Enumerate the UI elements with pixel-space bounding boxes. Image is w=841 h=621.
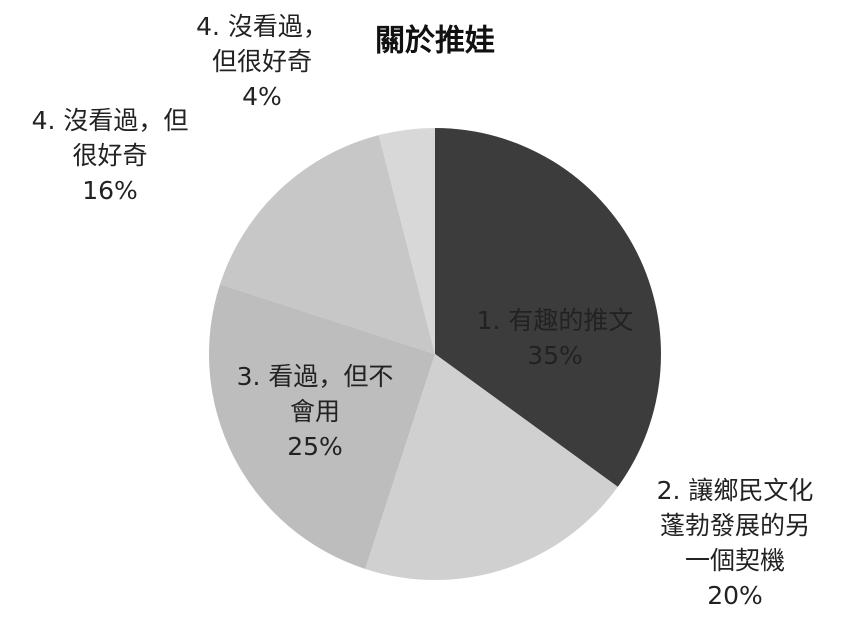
value-label: 4% [242, 82, 282, 111]
value-label: 20% [707, 581, 763, 610]
pie-slice [208, 284, 435, 569]
pie-slice [435, 128, 661, 487]
pie-slice [220, 135, 435, 354]
chart-title: 關於推娃 [375, 24, 495, 59]
pie-slice [378, 128, 435, 354]
pie-slice [365, 354, 618, 580]
value-label: 25% [287, 432, 343, 461]
slice-label: 4. 沒看過，但 [32, 106, 189, 135]
slice-label: 很好奇 [72, 141, 147, 170]
slice-label: 一個契機 [685, 546, 785, 575]
slice-label: 會用 [290, 397, 340, 426]
slice-label: 2. 讓鄉民文化 [657, 476, 814, 505]
value-label: 35% [527, 341, 583, 370]
slice-label: 蓬勃發展的另 [660, 511, 810, 540]
slice-label: 1. 有趣的推文 [477, 306, 634, 335]
slice-label: 但很好奇 [212, 47, 312, 76]
slice-label: 4. 沒看過， [196, 12, 328, 41]
value-label: 16% [82, 176, 138, 205]
slice-label: 3. 看過，但不 [237, 362, 394, 391]
